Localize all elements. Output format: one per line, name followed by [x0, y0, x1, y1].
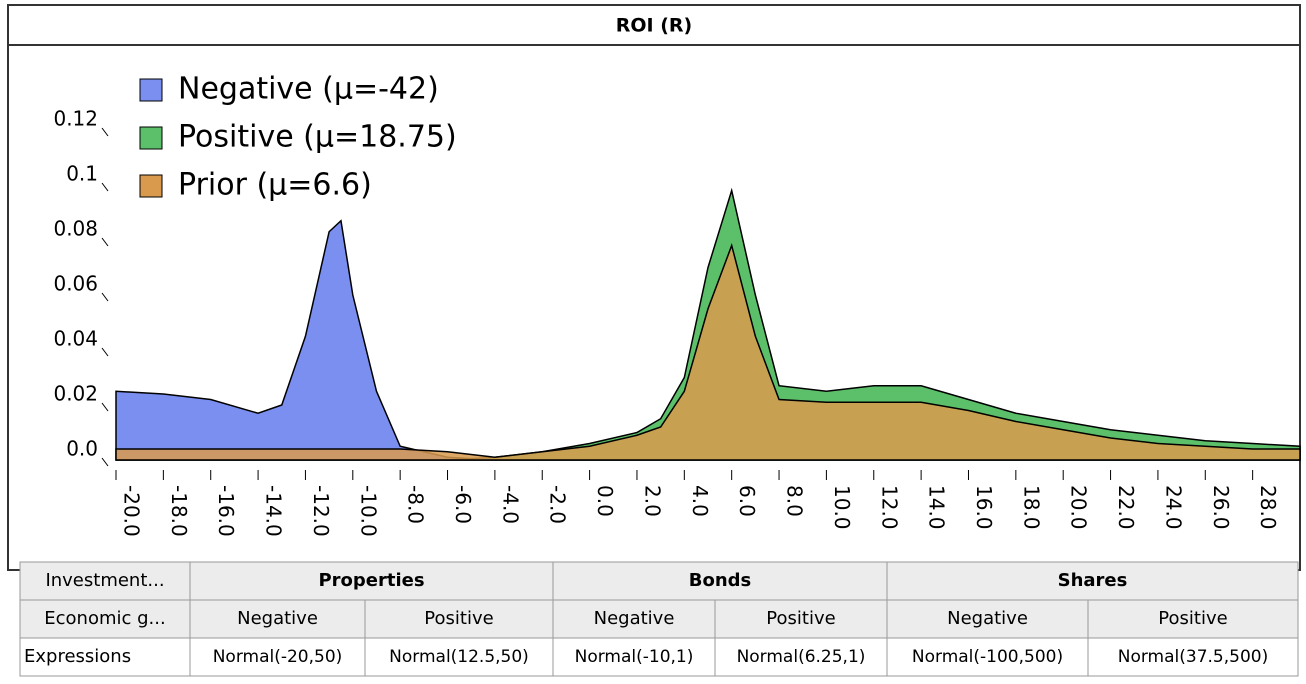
y-tick	[101, 457, 109, 467]
x-tick-label: 4.0	[688, 485, 712, 517]
x-tick-label: -8.0	[404, 485, 428, 524]
x-tick-label: 2.0	[640, 485, 664, 517]
legend-swatch	[139, 78, 163, 102]
table-cell-text: Expressions	[24, 646, 131, 667]
x-tick-label: -10.0	[356, 485, 380, 537]
chart-title: ROI (R)	[616, 15, 692, 37]
table-cell-text: Economic g...	[44, 608, 165, 629]
x-tick-label: 26.0	[1209, 485, 1233, 530]
table-cell	[364, 637, 554, 677]
y-tick-label: 0.04	[53, 327, 98, 351]
table-cell	[886, 637, 1089, 677]
x-tick-label: -16.0	[214, 485, 238, 537]
table-cell-text: Negative	[947, 608, 1028, 629]
y-tick-label: 0.06	[53, 272, 98, 296]
x-tick-label: 0.0	[593, 485, 617, 517]
table-cell-text: Normal(6.25,1)	[737, 647, 866, 667]
y-tick	[101, 182, 109, 192]
table-cell	[714, 637, 888, 677]
table-cell	[189, 637, 366, 677]
y-tick	[101, 127, 109, 137]
table-cell-text: Properties	[318, 570, 424, 591]
table-cell	[1087, 637, 1299, 677]
table-cell-text: Normal(37.5,500)	[1118, 647, 1268, 667]
table-cell	[714, 599, 888, 639]
x-tick-label: 14.0	[925, 485, 949, 530]
x-tick-label: 8.0	[783, 485, 807, 517]
y-tick-label: 0.0	[66, 437, 98, 461]
x-tick-label: 10.0	[830, 485, 854, 530]
table-cell	[189, 599, 366, 639]
x-tick-label: 20.0	[1067, 485, 1091, 530]
x-tick-label: 6.0	[735, 485, 759, 517]
table-cell	[364, 599, 554, 639]
y-tick-label: 0.02	[53, 382, 98, 406]
x-tick-label: 18.0	[1019, 485, 1043, 530]
table-cell	[886, 561, 1299, 601]
legend-swatch	[139, 174, 163, 198]
x-tick-label: -6.0	[451, 485, 475, 524]
legend-label: Negative (μ=-42)	[178, 72, 439, 107]
table-cell	[19, 637, 191, 677]
legend-label: Prior (μ=6.6)	[178, 168, 372, 203]
table-cell	[1087, 599, 1299, 639]
x-tick-label: -20.0	[120, 485, 144, 537]
x-tick-label: -4.0	[498, 485, 522, 524]
table-cell	[19, 599, 191, 639]
chart-frame	[7, 4, 1301, 571]
table-cell-text: Normal(-10,1)	[575, 647, 694, 667]
x-tick-label: 22.0	[1114, 485, 1138, 530]
area	[115, 243, 1301, 461]
x-tick-label: 16.0	[972, 485, 996, 530]
y-tick	[101, 347, 109, 357]
x-tick-label: 28.0	[1256, 485, 1280, 530]
table-cell-text: Normal(-20,50)	[213, 647, 343, 667]
table-cell	[552, 561, 888, 601]
x-tick-label: 24.0	[1161, 485, 1185, 530]
y-tick	[101, 292, 109, 302]
table-cell-text: Investment...	[45, 570, 164, 591]
y-tick	[101, 237, 109, 247]
table-cell	[552, 599, 716, 639]
table-cell-text: Positive	[424, 608, 493, 629]
x-tick-label: -12.0	[309, 485, 333, 537]
y-tick-label: 0.08	[53, 217, 98, 241]
y-tick-label: 0.1	[66, 162, 98, 186]
table-cell	[552, 637, 716, 677]
table-cell-text: Bonds	[689, 570, 752, 591]
table-cell-text: Shares	[1058, 570, 1128, 591]
x-tick-label: 12.0	[877, 485, 901, 530]
legend-label: Positive (μ=18.75)	[178, 120, 457, 155]
x-tick-label: -14.0	[262, 485, 286, 537]
table-cell-text: Negative	[237, 608, 318, 629]
table-cell-text: Normal(12.5,50)	[389, 647, 529, 667]
x-tick-label: -18.0	[167, 485, 191, 537]
table-cell-text: Positive	[766, 608, 835, 629]
legend-swatch	[139, 126, 163, 150]
y-tick-label: 0.12	[53, 107, 98, 131]
x-tick-label: -2.0	[546, 485, 570, 524]
y-tick	[101, 402, 109, 412]
table-cell-text: Negative	[594, 608, 675, 629]
table-cell-text: Normal(-100,500)	[912, 647, 1063, 667]
table-cell-text: Positive	[1158, 608, 1227, 629]
